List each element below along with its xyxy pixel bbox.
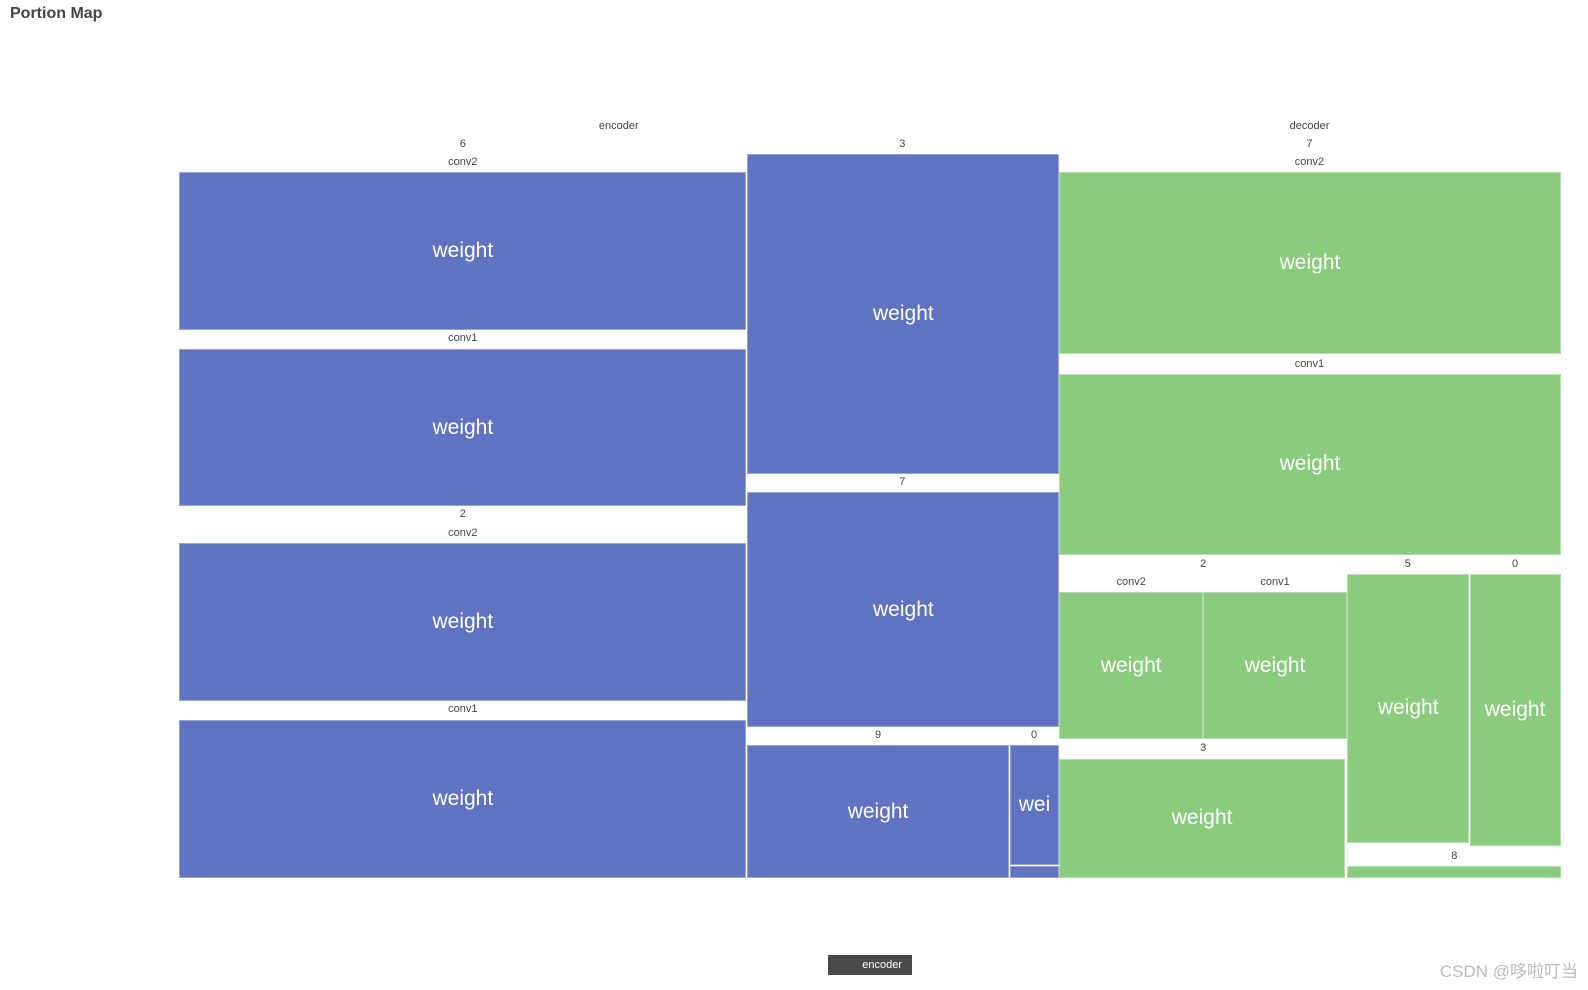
node-label: decoder (1289, 119, 1330, 132)
node-label: conv2 (1294, 156, 1325, 169)
tile: weight (1059, 373, 1561, 555)
tile: weight (179, 542, 747, 701)
tile: weight (1346, 574, 1470, 843)
tile: weight (747, 492, 1060, 728)
node-label: 7 (1306, 137, 1313, 150)
node-label: conv1 (448, 332, 478, 345)
node-label: 2 (459, 508, 466, 521)
node-label: 6 (459, 137, 466, 150)
node-label: conv1 (1260, 576, 1290, 589)
tile: weight (1203, 592, 1347, 740)
node-label: encoder (598, 119, 639, 132)
tile (1009, 865, 1060, 879)
node-label: conv2 (1116, 576, 1146, 589)
tile: weight (1059, 758, 1345, 879)
tile: weight (179, 172, 747, 331)
node-label: 3 (899, 137, 906, 150)
tile (1346, 865, 1561, 879)
watermark: CSDN @哆啦叮当 (1439, 962, 1578, 981)
tile: weight (747, 153, 1060, 474)
tile: weight (179, 720, 747, 879)
node-label: 8 (1451, 849, 1458, 862)
node-label: 5 (1404, 558, 1411, 571)
node-label: conv2 (448, 526, 478, 539)
tile: weight (179, 349, 747, 507)
node-label: conv1 (448, 702, 478, 715)
tile: weight (1469, 574, 1561, 846)
node-label: conv1 (1294, 357, 1325, 370)
node-label: 7 (899, 476, 906, 489)
node-label: conv2 (448, 156, 478, 169)
node-label: 2 (1200, 558, 1207, 571)
node-label: 9 (874, 729, 882, 742)
tile: weight (1059, 592, 1204, 740)
title: Portion Map (10, 5, 103, 22)
node-label: 0 (1030, 729, 1038, 742)
tile: weight (1059, 172, 1561, 355)
tile: wei (1009, 745, 1060, 865)
node-label: 0 (1512, 558, 1519, 571)
node-label: 3 (1200, 742, 1207, 755)
breadcrumb[interactable]: encoder (828, 955, 912, 975)
tile: weight (747, 745, 1009, 879)
